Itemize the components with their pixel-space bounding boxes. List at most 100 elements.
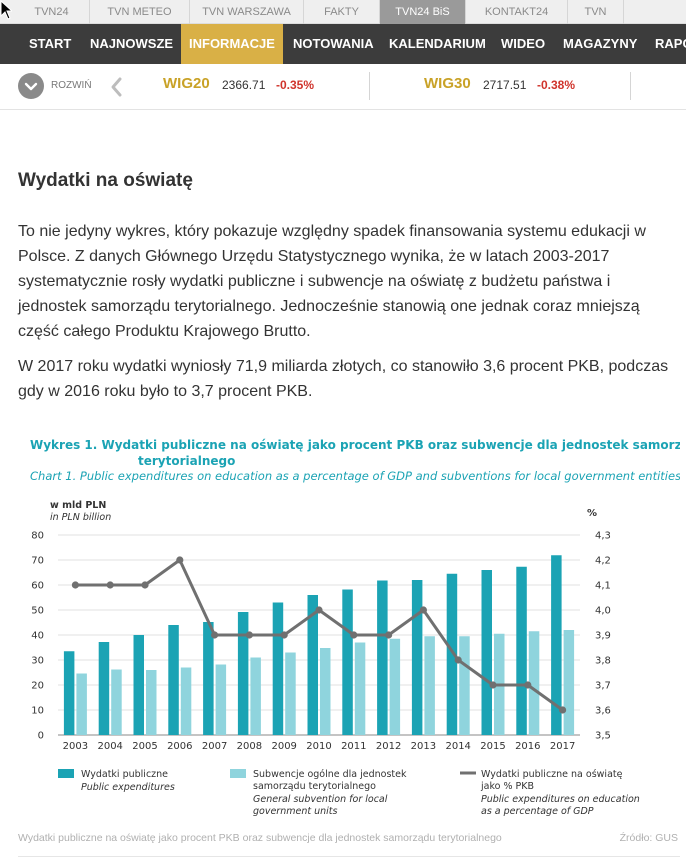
ticker-index-name[interactable]: WIG30	[424, 75, 471, 92]
bar-subvention	[459, 636, 470, 735]
y-tick-label: 10	[31, 706, 44, 717]
ticker-prev-button[interactable]	[108, 76, 126, 98]
ticker-index-name[interactable]: WIG20	[163, 75, 210, 92]
bar-public-expenditure	[98, 642, 110, 735]
bar-subvention	[250, 657, 261, 735]
y2-tick-label: 3,5	[595, 731, 611, 742]
site-tab-fakty[interactable]: FAKTY	[304, 0, 380, 24]
y2-axis-label: %	[587, 508, 597, 519]
bar-public-expenditure	[411, 580, 423, 735]
x-tick-label: 2006	[167, 741, 192, 752]
bar-public-expenditure	[516, 566, 527, 735]
bar-public-expenditure	[133, 635, 144, 735]
chart-subtitle: Chart 1. Public expenditures on educatio…	[30, 469, 680, 483]
nav-notowania[interactable]: NOTOWANIA	[293, 36, 374, 51]
nav-kalendarium[interactable]: KALENDARIUM	[389, 36, 486, 51]
gdp-share-point	[245, 631, 253, 639]
ticker-index-change: -0.38%	[537, 78, 576, 92]
article-paragraph: W 2017 roku wydatki wyniosły 71,9 miliar…	[18, 358, 669, 400]
y-tick-label: 50	[31, 606, 44, 617]
chart-title-line1: Wykres 1. Wydatki publiczne na oświatę j…	[30, 438, 680, 452]
y2-tick-label: 3,6	[595, 706, 611, 717]
stock-ticker: ROZWIŃ WIG20 2366.71 -0.35% WIG30 2717.5…	[0, 64, 686, 110]
chart-legend: Wydatki publiczne Public expenditures Su…	[58, 769, 640, 817]
divider	[18, 856, 680, 857]
x-tick-label: 2007	[202, 741, 227, 752]
ticker-index-change: -0.35%	[276, 78, 315, 92]
chevron-left-icon	[111, 77, 122, 97]
y-tick-label: 20	[31, 681, 44, 692]
gdp-share-point	[559, 706, 567, 714]
legend-label: Wydatki publiczne na oświatę	[481, 769, 623, 780]
nav-wideo[interactable]: WIDEO	[501, 36, 546, 51]
x-tick-label: 2011	[341, 741, 366, 752]
gdp-share-point	[176, 556, 184, 564]
bar-subvention	[528, 631, 540, 735]
bar-public-expenditure	[481, 570, 492, 735]
x-tick-label: 2008	[237, 741, 262, 752]
bar-public-expenditure	[168, 625, 179, 735]
gdp-share-point	[106, 581, 114, 589]
site-tab-tvn[interactable]: TVN	[568, 0, 624, 24]
gdp-share-point	[315, 606, 323, 614]
x-tick-label: 2005	[132, 741, 157, 752]
expand-label[interactable]: ROZWIŃ	[51, 80, 92, 91]
ticker-divider	[369, 72, 370, 100]
y2-tick-label: 4,1	[595, 581, 611, 592]
nav-start[interactable]: START	[29, 36, 72, 51]
expand-button[interactable]	[18, 73, 44, 99]
image-caption: Wydatki publiczne na oświatę jako procen…	[18, 832, 502, 844]
y-tick-label: 60	[31, 581, 44, 592]
education-spending-chart: Wykres 1. Wydatki publiczne na oświatę j…	[30, 438, 686, 817]
y-tick-label: 0	[38, 731, 44, 742]
bar-subvention	[563, 630, 575, 735]
ticker-index-value: 2717.51	[483, 78, 527, 92]
mouse-cursor-icon	[0, 0, 12, 20]
x-tick-label: 2015	[480, 741, 505, 752]
site-tabs-bar: TVN24 TVN METEO TVN WARSZAWA FAKTY TVN24…	[0, 0, 686, 24]
legend-label: Subwencje ogólne dla jednostek	[253, 769, 407, 780]
gdp-share-point	[211, 631, 219, 639]
nav-najnowsze[interactable]: NAJNOWSZE	[90, 36, 174, 51]
site-tab-tvn24[interactable]: TVN24	[14, 0, 90, 24]
article-paragraph: To nie jedyny wykres, który pokazuje wzg…	[18, 223, 646, 340]
ticker-index-value: 2366.71	[222, 78, 266, 92]
bar-public-expenditure	[272, 602, 284, 735]
gdp-share-point	[71, 581, 79, 589]
nav-informacje[interactable]: INFORMACJE	[181, 24, 283, 64]
gdp-share-point	[454, 656, 462, 664]
bar-subvention	[285, 652, 296, 735]
x-axis-ticks: 2003 2004 2005 2006 2007 2008 2009 2010 2011 2012…	[63, 741, 576, 752]
legend-label: jako % PKB	[480, 781, 534, 792]
gdp-share-point	[280, 631, 288, 639]
main-navigation: START NAJNOWSZE INFORMACJE NOTOWANIA KAL…	[0, 24, 686, 64]
y-axis-ticks: 0 10 20 30 40 50 60 70 80	[31, 531, 44, 742]
y2-tick-label: 3,7	[595, 681, 611, 692]
bar-subvention	[354, 642, 366, 735]
site-tab-tvn24-bis[interactable]: TVN24 BiS	[380, 0, 466, 24]
image-source: Źródło: GUS	[619, 832, 678, 844]
legend-label: samorządu terytorialnego	[253, 781, 376, 792]
legend-swatch-subvention	[230, 769, 246, 778]
y-tick-label: 80	[31, 531, 44, 542]
site-tab-tvn-warszawa[interactable]: TVN WARSZAWA	[190, 0, 304, 24]
gdp-share-point	[385, 631, 393, 639]
x-tick-label: 2010	[306, 741, 331, 752]
y2-tick-label: 3,8	[595, 656, 611, 667]
bar-subvention	[76, 673, 87, 735]
y2-tick-label: 4,2	[595, 556, 611, 567]
site-tab-tvn-meteo[interactable]: TVN METEO	[90, 0, 190, 24]
legend-label-en: as a percentage of GDP	[481, 806, 594, 817]
bar-public-expenditure	[551, 555, 562, 735]
chart-title-line2: terytorialnego	[138, 454, 235, 468]
site-tab-kontakt24[interactable]: KONTAKT24	[466, 0, 568, 24]
gdp-share-point	[350, 631, 358, 639]
x-tick-label: 2014	[445, 741, 470, 752]
nav-magazyny[interactable]: MAGAZYNY	[563, 36, 638, 51]
legend-label-en: government units	[253, 806, 338, 817]
legend-label-en: General subvention for local	[253, 794, 388, 805]
gdp-share-point	[419, 606, 427, 614]
nav-raporty[interactable]: RAPO	[655, 36, 686, 51]
ticker-divider	[630, 72, 631, 100]
y-tick-label: 30	[31, 656, 44, 667]
